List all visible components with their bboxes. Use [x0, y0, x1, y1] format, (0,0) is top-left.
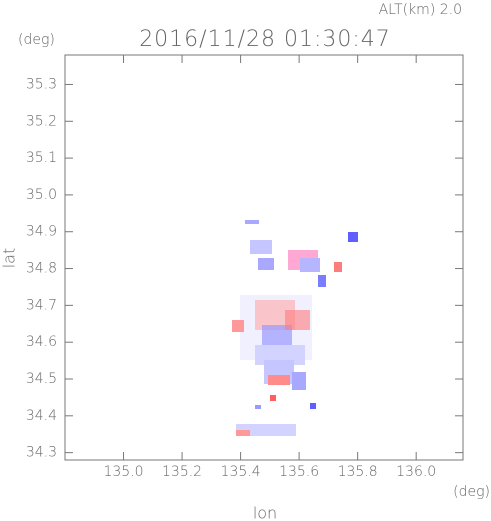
y-tick-label: 35.2 [26, 113, 57, 129]
x-tick-label: 135.8 [338, 464, 378, 480]
radar-echo [232, 220, 358, 436]
x-tick-label: 136.0 [396, 464, 436, 480]
chart-title: 2016/11/28 01:30:47 [139, 27, 391, 52]
y-tick-label: 34.6 [26, 334, 57, 350]
y-tick-label: 35.1 [26, 150, 57, 166]
x-axis-label: lon [253, 504, 277, 521]
y-tick-label: 34.9 [26, 224, 57, 240]
x-tick-label: 135.6 [279, 464, 319, 480]
altitude-label: ALT(km) 2.0 [379, 2, 462, 18]
y-tick-label: 34.4 [26, 408, 57, 424]
y-tick-label: 35.3 [26, 76, 57, 92]
y-unit: (deg) [18, 32, 55, 48]
x-unit: (deg) [453, 484, 490, 500]
x-tick-label: 135.2 [162, 464, 202, 480]
x-tick-label: 135.0 [103, 464, 143, 480]
y-tick-label: 34.7 [26, 297, 57, 313]
x-tick-label: 135.4 [221, 464, 261, 480]
y-tick-label: 35.0 [26, 187, 57, 203]
y-tick-label: 34.8 [26, 261, 57, 277]
y-tick-label: 34.5 [26, 371, 57, 387]
y-tick-label: 34.3 [26, 445, 57, 461]
y-axis-label: lat [0, 248, 19, 269]
plot-frame [64, 54, 464, 461]
